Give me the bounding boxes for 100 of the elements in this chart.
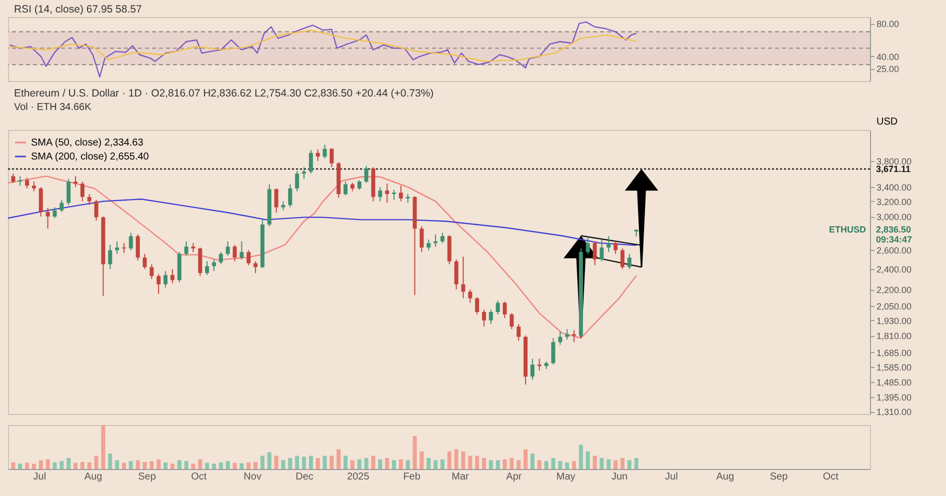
y-tick-label: 1,585.00 [876, 362, 912, 372]
x-tick-label: Jul [665, 472, 678, 482]
bar [164, 462, 168, 469]
candlestick [226, 240, 230, 256]
bar [101, 425, 106, 469]
candlestick [240, 240, 244, 260]
y-tick-label: 2,200.00 [876, 285, 912, 296]
bar [205, 462, 210, 469]
bar [322, 456, 327, 469]
bar [80, 462, 84, 469]
y-tick-label: 25.00 [876, 64, 900, 74]
bar [226, 461, 230, 469]
candlestick [218, 252, 223, 265]
candlestick [281, 200, 286, 211]
candlestick [502, 301, 507, 318]
candlestick [551, 338, 556, 366]
candlestick [398, 185, 403, 202]
bar [627, 460, 632, 469]
line-series [9, 21, 637, 78]
candlestick [74, 176, 78, 188]
bar [46, 459, 50, 469]
x-tick-label: Aug [716, 472, 734, 482]
bar [578, 444, 583, 469]
bar [344, 456, 348, 469]
y-tick-label: 1,310.00 [876, 407, 912, 418]
bar [454, 449, 458, 469]
bar [357, 459, 362, 469]
bar [246, 462, 251, 469]
candlestick [378, 186, 382, 202]
candlestick [60, 199, 64, 212]
candlestick [614, 240, 618, 254]
chart-subtitle: Vol · ETH 34.66K [14, 102, 92, 113]
x-tick-label: Jul [33, 472, 46, 482]
y-tick-label: 2,600.00 [876, 246, 912, 256]
candlestick [496, 300, 500, 315]
bar [586, 451, 590, 469]
x-tick-label: Jun [611, 472, 628, 482]
candlestick [482, 309, 486, 328]
y-tick-label: 3,800.00 [876, 156, 912, 166]
bar [142, 462, 147, 469]
y-tick-label: 3,400.00 [876, 182, 912, 193]
x-tick-label: Oct [822, 472, 839, 482]
bar [482, 458, 486, 469]
chart-title: Ethereum / U.S. Dollar · 1D · O2,816.07 H2,836.62 L2,754.30 C2,836.50 +20.44 (+0.73%) [14, 88, 434, 100]
bar [330, 456, 334, 469]
candlestick [156, 274, 161, 294]
bar [212, 464, 216, 469]
candlestick [488, 309, 493, 325]
candlestick [254, 260, 258, 274]
bar [240, 463, 244, 469]
y-tick-label: 2,050.00 [876, 302, 912, 312]
text: 2,836.50 [876, 224, 912, 235]
bar [274, 456, 278, 469]
legend-label: SMA (50, close) 2,334.63 [31, 138, 144, 148]
candlestick [344, 181, 348, 196]
candlestick [108, 244, 112, 270]
bar [530, 454, 534, 469]
candlestick [572, 330, 576, 343]
bar [25, 462, 30, 469]
candlestick [592, 240, 597, 266]
bar [544, 461, 548, 469]
bar [461, 451, 466, 469]
bar [198, 459, 202, 469]
candlestick [11, 173, 16, 184]
bar [128, 461, 133, 469]
bar [447, 451, 452, 469]
bar [551, 458, 556, 469]
x-tick-label: Apr [506, 472, 522, 482]
bar [378, 459, 382, 469]
bar [468, 456, 472, 469]
candlestick [600, 239, 604, 262]
y-tick-label: 1,395.00 [876, 392, 912, 402]
candlestick [316, 148, 320, 162]
x-tick-label: May [556, 472, 576, 482]
candlestick [184, 240, 188, 256]
candlestick [468, 289, 472, 304]
y-tick-label: 80.00 [876, 19, 900, 30]
bar [177, 460, 182, 469]
bar [308, 456, 313, 469]
x-tick-label: Feb [403, 472, 421, 482]
candlestick [461, 256, 466, 299]
bar [412, 436, 417, 469]
bar [524, 449, 528, 469]
candlestick [246, 250, 251, 266]
bar [426, 458, 431, 469]
candlestick [205, 260, 210, 276]
bar [170, 464, 174, 469]
bar [150, 461, 154, 469]
candlestick [385, 183, 390, 204]
bar [406, 460, 410, 469]
candlestick [150, 264, 154, 280]
y-tick-label: 3,000.00 [876, 212, 912, 222]
bar [218, 462, 223, 469]
bar [510, 458, 514, 469]
bar [350, 460, 354, 469]
bar [281, 460, 286, 469]
candlestick [308, 149, 313, 174]
bar [634, 458, 638, 469]
bar [267, 452, 272, 469]
x-tick-label: Dec [296, 472, 314, 482]
